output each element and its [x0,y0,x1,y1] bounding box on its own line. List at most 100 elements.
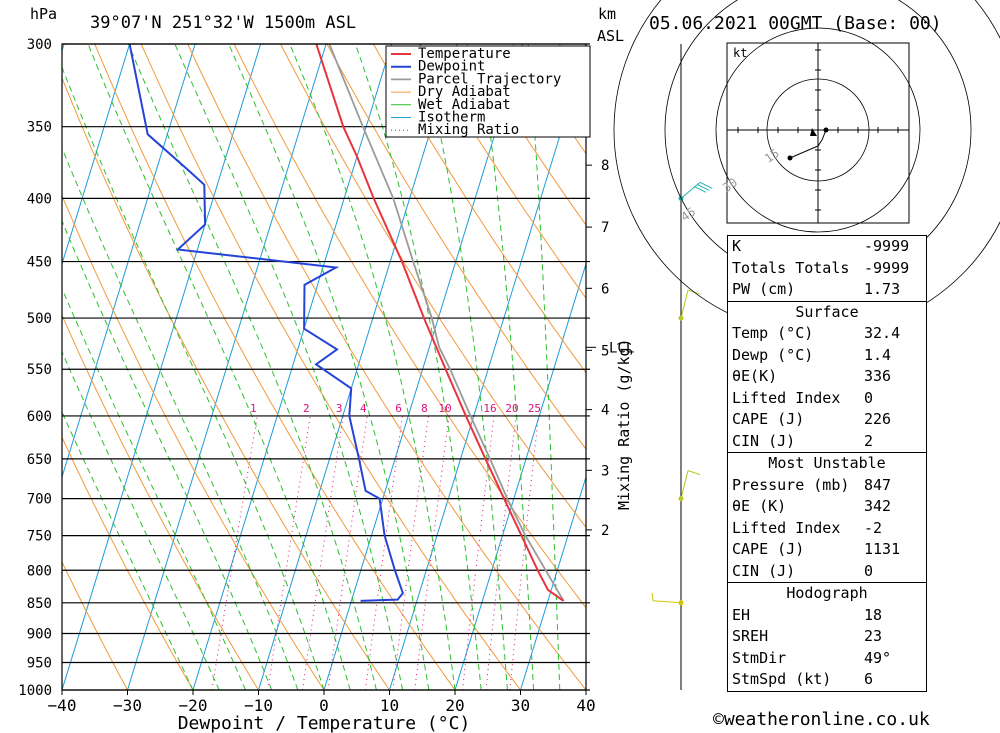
wet-adiabat-line [62,66,325,690]
mixing-ratio-label: 16 [483,402,496,415]
index-value: 1.73 [864,280,901,298]
most-unstable-value: 1131 [864,540,901,558]
most-unstable-label: CAPE (J) [732,540,805,558]
hodograph-section-title: Hodograph [728,582,926,605]
wind-barb-shaft [680,289,689,319]
dewpoint-line [128,44,405,602]
index-row: PW (cm) 1.73 [728,279,926,301]
index-row: Totals Totals -9999 [728,258,926,280]
pressure-tick-label: 750 [27,529,52,545]
wet-adiabat-line [174,44,404,690]
legend-label: Dewpoint [418,59,485,75]
pressure-tick-label: 950 [27,655,52,671]
hodograph-point [787,155,793,161]
most-unstable-label: θE (K) [732,497,787,515]
wet-adiabat-line [354,44,482,690]
dry-adiabat-line [326,44,586,450]
index-label: K [732,237,742,255]
dry-adiabat-line [140,44,521,690]
mixing-ratio-line [211,415,258,690]
surface-row: CAPE (J) 226 [728,409,926,431]
wind-barb-shaft [652,600,682,604]
hodograph-value: 23 [864,627,883,645]
most-unstable-label: Pressure (mb) [732,475,850,494]
isotherm-line [62,44,131,266]
isotherm-line [192,44,393,690]
mixing-ratio-line [267,415,311,690]
surface-label: Temp (°C) [732,324,814,342]
mixing-ratio-label: 20 [505,402,518,415]
hodograph-row: StmDir 49° [728,648,926,670]
index-value: -9999 [864,237,910,255]
surface-value: 1.4 [864,345,892,364]
isotherm-line [323,44,524,690]
km-tick-label: 6 [601,281,609,297]
wind-barb-feather [699,181,713,189]
wind-barb-shaft [680,181,701,199]
mixing-ratio-label: 10 [438,402,451,415]
surface-row: Dewp (°C) 1.4 [728,345,926,367]
pressure-tick-label: 500 [27,311,52,327]
dry-adiabat-line [62,560,128,690]
hodograph-unit-label: kt [733,46,747,60]
index-label: Totals Totals [732,258,850,277]
hodograph-label: SREH [732,627,769,645]
parcel-trajectory-line [328,44,565,602]
lcl-label: LCL [609,340,634,356]
most-unstable-value: 847 [864,475,892,494]
mixing-ratio-label: 25 [528,402,541,415]
hodograph-ring-label: 15 [762,146,782,166]
wet-adiabat-line [87,44,351,690]
dry-adiabat-line [419,44,586,299]
wind-barb-feather [651,592,654,601]
surface-row: Temp (°C) 32.4 [728,323,926,345]
pressure-tick-label: 300 [27,37,52,53]
wet-adiabat-line [477,44,535,690]
x-tick-label: 20 [445,696,464,715]
asl-unit-label: ASL [597,27,625,45]
pressure-tick-label: 850 [27,596,52,612]
wind-barb [680,470,701,499]
indices-table: K -9999 Totals Totals -9999 PW (cm) 1.73 Surf… [727,235,927,692]
datetime-title: 05.06.2021 00GMT (Base: 00) [649,13,942,34]
dry-adiabat-line [94,44,456,690]
dry-adiabat-line [280,44,586,529]
hodograph-label: EH [732,605,751,624]
wind-barb-feather [696,183,710,191]
legend-label: Parcel Trajectory [418,71,561,87]
storm-motion-marker [810,128,817,136]
wind-barb [680,181,713,199]
wet-adiabat-line [527,44,561,690]
legend-label: Wet Adiabat [418,97,511,113]
km-tick-label: 2 [601,523,609,539]
surface-row: Lifted Index 0 [728,388,926,410]
pressure-tick-label: 800 [27,563,52,579]
isotherm-line [258,44,458,690]
hodograph-ring-label: 30 [720,175,740,195]
hodograph-value: 6 [864,670,874,688]
surface-label: Dewp (°C) [732,345,814,364]
x-tick-label: −10 [244,696,273,715]
pressure-tick-label: 450 [27,255,52,271]
dry-adiabat-line [465,44,586,226]
surface-value: 336 [864,367,892,385]
km-tick-label: 7 [601,220,609,236]
km-tick-label: 4 [601,403,609,419]
surface-label: CAPE (J) [732,410,805,428]
most-unstable-value: 342 [864,497,892,515]
pressure-tick-label: 650 [27,452,52,468]
mixing-ratio-label: 4 [360,402,367,415]
hodograph-ring-label: 45 [678,204,698,224]
hodograph-trace [789,129,827,159]
surface-section-title: Surface [728,300,926,324]
km-tick-label: 8 [601,158,609,174]
hodograph-value: 18 [864,605,883,624]
wind-barb-shaft [680,470,689,499]
hodograph-ring [715,27,921,233]
x-tick-label: 30 [511,696,530,715]
most-unstable-label: CIN (J) [732,561,796,580]
pressure-tick-label: 350 [27,120,52,136]
isotherm-line [127,44,327,690]
isotherm-line [62,44,262,690]
surface-value: 226 [864,410,892,428]
